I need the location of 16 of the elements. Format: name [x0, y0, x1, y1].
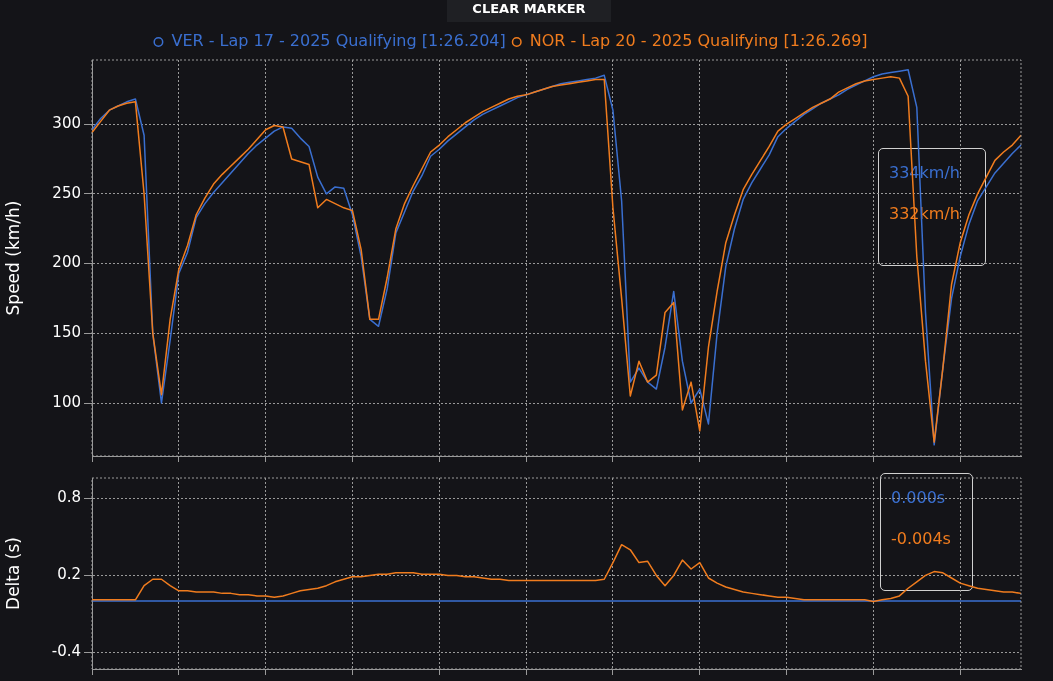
- y-axis-title: Speed (km/h): [2, 200, 23, 316]
- y-axis-title: Delta (s): [2, 537, 23, 610]
- y-tick-label: 100: [52, 392, 81, 411]
- annotation: 0.000s: [891, 488, 947, 507]
- y-tick-label: 150: [52, 323, 81, 342]
- y-tick-label: 200: [52, 253, 81, 272]
- y-tick-label: 300: [52, 114, 81, 133]
- y-tick-label: 0.2: [57, 565, 81, 584]
- legend-label: NOR - Lap 20 - 2025 Qualifying [1:26.269]: [529, 31, 868, 51]
- y-tick-label: -0.4: [51, 642, 81, 661]
- tooltip-box: 0.000s -0.004s: [880, 473, 973, 591]
- annotation: -0.004s: [891, 529, 952, 548]
- text: CLEAR MARKER: [447, 0, 611, 22]
- y-tick-label: 0.8: [57, 488, 81, 507]
- y-tick-label: 250: [52, 183, 81, 202]
- legend-label: VER - Lap 17 - 2025 Qualifying [1:26.204]: [171, 31, 506, 51]
